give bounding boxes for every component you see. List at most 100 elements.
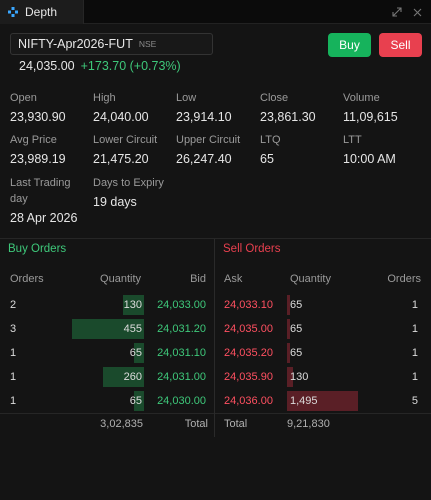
buy-order-row[interactable]: 3 455 24,031.20 — [0, 319, 214, 339]
sell-order-count: 5 — [411, 395, 418, 407]
sell-order-quantity: 130 — [290, 371, 309, 383]
stat-lower-circuit: Lower Circuit 21,475.20 — [93, 132, 157, 166]
buy-order-row[interactable]: 1 65 24,031.10 — [0, 343, 214, 363]
stat-value: 24,040.00 — [93, 110, 149, 124]
bid-price: 24,031.00 — [157, 371, 206, 383]
stat-volume: Volume 11,09,615 — [343, 90, 398, 124]
stat-label: Close — [260, 92, 289, 104]
sell-order-row[interactable]: 24,035.90 130 1 — [0, 367, 431, 387]
buy-order-count: 1 — [10, 371, 17, 383]
buy-order-quantity: 65 — [129, 347, 142, 359]
buy-bid-header: Bid — [190, 273, 206, 285]
sell-order-count: 1 — [411, 299, 418, 311]
ask-depth-bar — [287, 391, 358, 411]
ask-price: 24,036.00 — [224, 395, 273, 407]
ask-depth-bar — [287, 343, 290, 363]
stat-label: Volume — [343, 92, 380, 104]
price-row: 24,035.00 +173.70 (+0.73%) — [19, 59, 181, 73]
stat-label: LTQ — [260, 134, 281, 146]
sell-order-quantity: 65 — [290, 323, 303, 335]
stat-label: Last Trading — [10, 177, 71, 189]
sell-total-label: Total — [224, 418, 248, 430]
sell-quantity-header: Quantity — [290, 273, 331, 285]
close-button[interactable] — [408, 0, 426, 24]
stat-label: day — [10, 193, 28, 205]
ask-depth-bar — [287, 367, 293, 387]
sell-order-row[interactable]: 24,035.20 65 1 — [0, 343, 431, 363]
stat-label: Upper Circuit — [176, 134, 241, 146]
bid-price: 24,031.10 — [157, 347, 206, 359]
title-bar: Depth — [0, 0, 431, 24]
sell-ask-header: Ask — [224, 273, 243, 285]
stat-label: Days to Expiry — [93, 177, 164, 189]
sell-order-row[interactable]: 24,033.10 65 1 — [0, 295, 431, 315]
stat-ltq: LTQ 65 — [260, 132, 281, 166]
buy-order-row[interactable]: 1 260 24,031.00 — [0, 367, 214, 387]
stat-value: 19 days — [93, 195, 137, 209]
stat-value: 65 — [260, 152, 274, 166]
buy-button[interactable]: Buy — [328, 33, 371, 57]
sell-order-count: 1 — [411, 323, 418, 335]
stat-label: LTT — [343, 134, 362, 146]
sell-order-quantity: 1,495 — [290, 395, 318, 407]
stat-value: 21,475.20 — [93, 152, 149, 166]
stat-value: 10:00 AM — [343, 152, 396, 166]
buy-order-quantity: 455 — [123, 323, 142, 335]
buy-order-quantity: 260 — [123, 371, 142, 383]
close-icon — [413, 8, 421, 16]
buy-order-row[interactable]: 1 65 24,030.00 — [0, 391, 214, 411]
buy-quantity-header: Quantity — [100, 273, 141, 285]
ask-depth-bar — [287, 295, 290, 315]
sell-orders-title: Sell Orders — [223, 243, 281, 255]
stat-label: Avg Price — [10, 134, 57, 146]
bid-price: 24,033.00 — [157, 299, 206, 311]
ask-price: 24,033.10 — [224, 299, 273, 311]
tab-title: Depth — [25, 5, 58, 19]
expand-button[interactable] — [388, 0, 406, 24]
stat-high: High 24,040.00 — [93, 90, 149, 124]
stat-value: 11,09,615 — [343, 110, 398, 124]
buy-orders-header: Orders — [10, 273, 44, 285]
sell-order-row[interactable]: 24,035.00 65 1 — [0, 319, 431, 339]
sell-order-count: 1 — [411, 347, 418, 359]
buy-order-row[interactable]: 2 130 24,033.00 — [0, 295, 214, 315]
stat-last-trading-day: Last Trading day 28 Apr 2026 — [10, 175, 77, 225]
symbol-field[interactable]: NIFTY-Apr2026-FUT NSE — [10, 33, 213, 55]
bid-depth-bar — [134, 391, 144, 411]
buy-total-divider — [0, 413, 214, 414]
last-traded-price: 24,035.00 — [19, 59, 75, 73]
stat-label: Low — [176, 92, 197, 104]
stat-upper-circuit: Upper Circuit 26,247.40 — [176, 132, 240, 166]
section-divider — [0, 238, 431, 239]
expand-icon — [392, 7, 402, 17]
sell-button[interactable]: Sell — [379, 33, 422, 57]
stat-value: 23,930.90 — [10, 110, 66, 124]
buy-total-quantity: 3,02,835 — [100, 418, 143, 430]
stat-value: 23,914.10 — [176, 110, 232, 124]
buy-orders-title: Buy Orders — [8, 243, 67, 255]
exchange-label: NSE — [138, 39, 157, 49]
tab-depth[interactable]: Depth — [0, 0, 84, 24]
buy-order-count: 3 — [10, 323, 17, 335]
sell-order-quantity: 65 — [290, 347, 303, 359]
stat-low: Low 23,914.10 — [176, 90, 232, 124]
buy-order-count: 1 — [10, 347, 17, 359]
bid-price: 24,031.20 — [157, 323, 206, 335]
bid-price: 24,030.00 — [157, 395, 206, 407]
sell-total-divider — [215, 413, 431, 414]
book-divider — [214, 239, 215, 437]
buy-order-quantity: 130 — [123, 299, 142, 311]
sell-order-row[interactable]: 24,036.00 1,495 5 — [0, 391, 431, 411]
sell-order-count: 1 — [411, 371, 418, 383]
stat-label: High — [93, 92, 116, 104]
buy-total-label: Total — [184, 418, 208, 430]
stat-open: Open 23,930.90 — [10, 90, 66, 124]
stat-value: 23,861.30 — [260, 110, 316, 124]
sell-total-quantity: 9,21,830 — [287, 418, 330, 430]
bid-depth-bar — [123, 295, 144, 315]
price-change: +173.70 (+0.73%) — [80, 59, 181, 73]
buy-order-quantity: 65 — [129, 395, 142, 407]
depth-icon — [8, 7, 18, 17]
bid-depth-bar — [103, 367, 144, 387]
